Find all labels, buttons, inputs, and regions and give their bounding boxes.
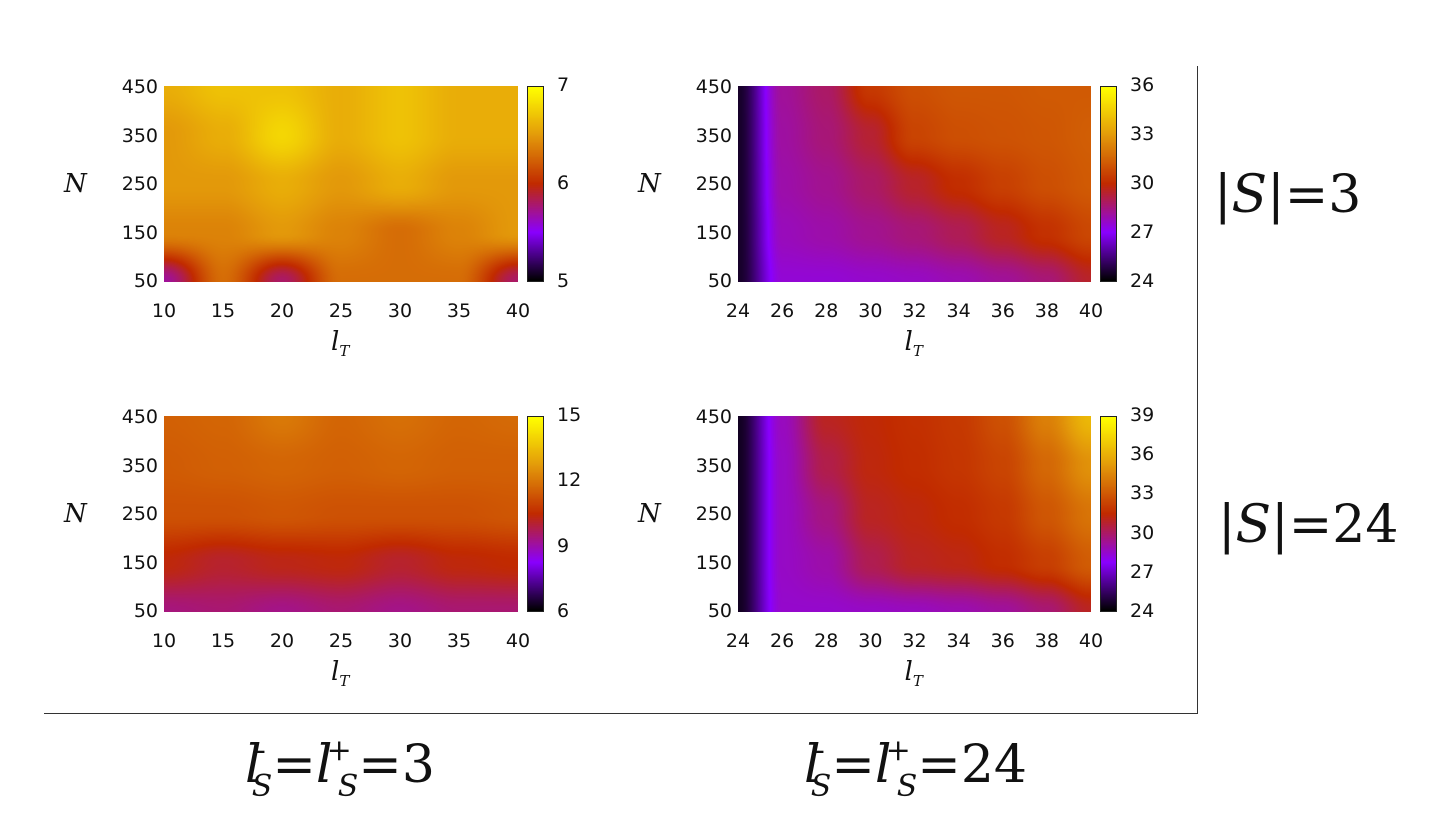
- y-tick-label: 350: [121, 124, 158, 147]
- x-tick-label: 40: [1078, 300, 1104, 322]
- row-label-2: |S|=24: [1218, 495, 1399, 555]
- x-tick-label: 34: [946, 300, 971, 322]
- y-tick-label: 450: [121, 406, 158, 428]
- y-tick-label: 350: [695, 454, 732, 477]
- x-tick-label: 24: [725, 630, 751, 652]
- colorbar-tick-label: 36: [1130, 74, 1155, 96]
- x-tick-label: 32: [902, 300, 927, 322]
- x-tick-label: 24: [725, 300, 751, 322]
- x-tick-label: 38: [1034, 300, 1059, 322]
- y-axis-label: N: [64, 169, 87, 199]
- x-tick-label: 10: [151, 630, 177, 652]
- y-tick-label: 250: [121, 503, 158, 525]
- y-axis-label: N: [638, 499, 661, 529]
- x-tick-label: 26: [770, 300, 795, 322]
- colorbar-tick-label: 24: [1130, 270, 1155, 292]
- x-tick-label: 15: [210, 300, 236, 322]
- colorbar-tick-label: 24: [1130, 600, 1155, 622]
- x-tick-label: 10: [151, 300, 177, 322]
- x-tick-label: 40: [505, 630, 531, 652]
- y-tick-label: 350: [695, 124, 732, 147]
- x-tick-label: 30: [387, 630, 413, 652]
- x-tick-label: 36: [990, 630, 1015, 652]
- colorbar: [527, 416, 544, 612]
- x-tick-label: 36: [990, 300, 1015, 322]
- heatmap-image: [164, 416, 518, 612]
- x-tick-label: 25: [328, 630, 354, 652]
- y-tick-label: 150: [695, 551, 732, 574]
- x-axis-label: lT: [904, 657, 923, 690]
- colorbar-tick-label: 6: [557, 172, 570, 194]
- colorbar-tick-label: 12: [557, 469, 582, 492]
- colorbar-tick-label: 15: [557, 404, 582, 426]
- colorbar-tick-label: 6: [557, 600, 570, 622]
- x-axis-label: lT: [331, 327, 350, 360]
- x-tick-label: 40: [1078, 630, 1104, 652]
- x-tick-label: 26: [770, 630, 795, 652]
- colorbar: [527, 86, 544, 282]
- column-label-2: l-S=l+S=24: [804, 733, 1028, 804]
- heatmap-image: [738, 86, 1091, 282]
- colorbar-tick-label: 30: [1130, 172, 1155, 194]
- y-tick-label: 50: [707, 270, 732, 292]
- x-tick-label: 25: [328, 300, 354, 322]
- x-tick-label: 28: [814, 300, 839, 322]
- x-tick-label: 35: [446, 630, 472, 652]
- y-tick-label: 450: [695, 76, 732, 98]
- x-tick-label: 28: [814, 630, 839, 652]
- x-tick-label: 35: [446, 300, 472, 322]
- y-axis-label: N: [64, 499, 87, 529]
- x-tick-label: 20: [269, 630, 295, 652]
- colorbar-tick-label: 30: [1130, 521, 1155, 544]
- x-tick-label: 38: [1034, 630, 1059, 652]
- colorbar-tick-label: 27: [1130, 221, 1155, 243]
- y-tick-label: 250: [695, 503, 732, 525]
- x-tick-label: 32: [902, 630, 927, 652]
- x-tick-label: 30: [858, 300, 883, 322]
- x-tick-label: 34: [946, 630, 971, 652]
- heatmap-image: [738, 416, 1091, 612]
- y-axis-label: N: [638, 169, 661, 199]
- y-tick-label: 50: [707, 600, 732, 622]
- x-axis-label: lT: [904, 327, 923, 360]
- y-tick-label: 150: [121, 551, 158, 574]
- y-tick-label: 450: [695, 406, 732, 428]
- colorbar-tick-label: 27: [1130, 560, 1155, 583]
- y-tick-label: 250: [695, 173, 732, 195]
- colorbar-tick-label: 5: [557, 270, 570, 292]
- y-tick-label: 50: [133, 600, 158, 622]
- x-axis-label: lT: [331, 657, 350, 690]
- y-tick-label: 150: [695, 221, 732, 244]
- y-tick-label: 250: [121, 173, 158, 195]
- colorbar-tick-label: 33: [1130, 482, 1155, 505]
- row-label-1: |S|=3: [1214, 165, 1362, 225]
- colorbar-tick-label: 9: [557, 534, 570, 557]
- colorbar: [1100, 416, 1117, 612]
- column-label-1: l-S=l+S=3: [245, 733, 435, 804]
- colorbar-tick-label: 33: [1130, 123, 1155, 145]
- colorbar-tick-label: 36: [1130, 443, 1155, 466]
- frame-bottom-line: [44, 713, 1198, 714]
- y-tick-label: 50: [133, 270, 158, 292]
- y-tick-label: 350: [121, 454, 158, 477]
- x-tick-label: 40: [505, 300, 531, 322]
- colorbar-tick-label: 7: [557, 74, 570, 96]
- x-tick-label: 20: [269, 300, 295, 322]
- y-tick-label: 150: [121, 221, 158, 244]
- frame-right-line: [1197, 66, 1198, 714]
- x-tick-label: 15: [210, 630, 236, 652]
- x-tick-label: 30: [387, 300, 413, 322]
- heatmap-image: [164, 86, 518, 282]
- colorbar: [1100, 86, 1117, 282]
- y-tick-label: 450: [121, 76, 158, 98]
- colorbar-tick-label: 39: [1130, 404, 1155, 426]
- x-tick-label: 30: [858, 630, 883, 652]
